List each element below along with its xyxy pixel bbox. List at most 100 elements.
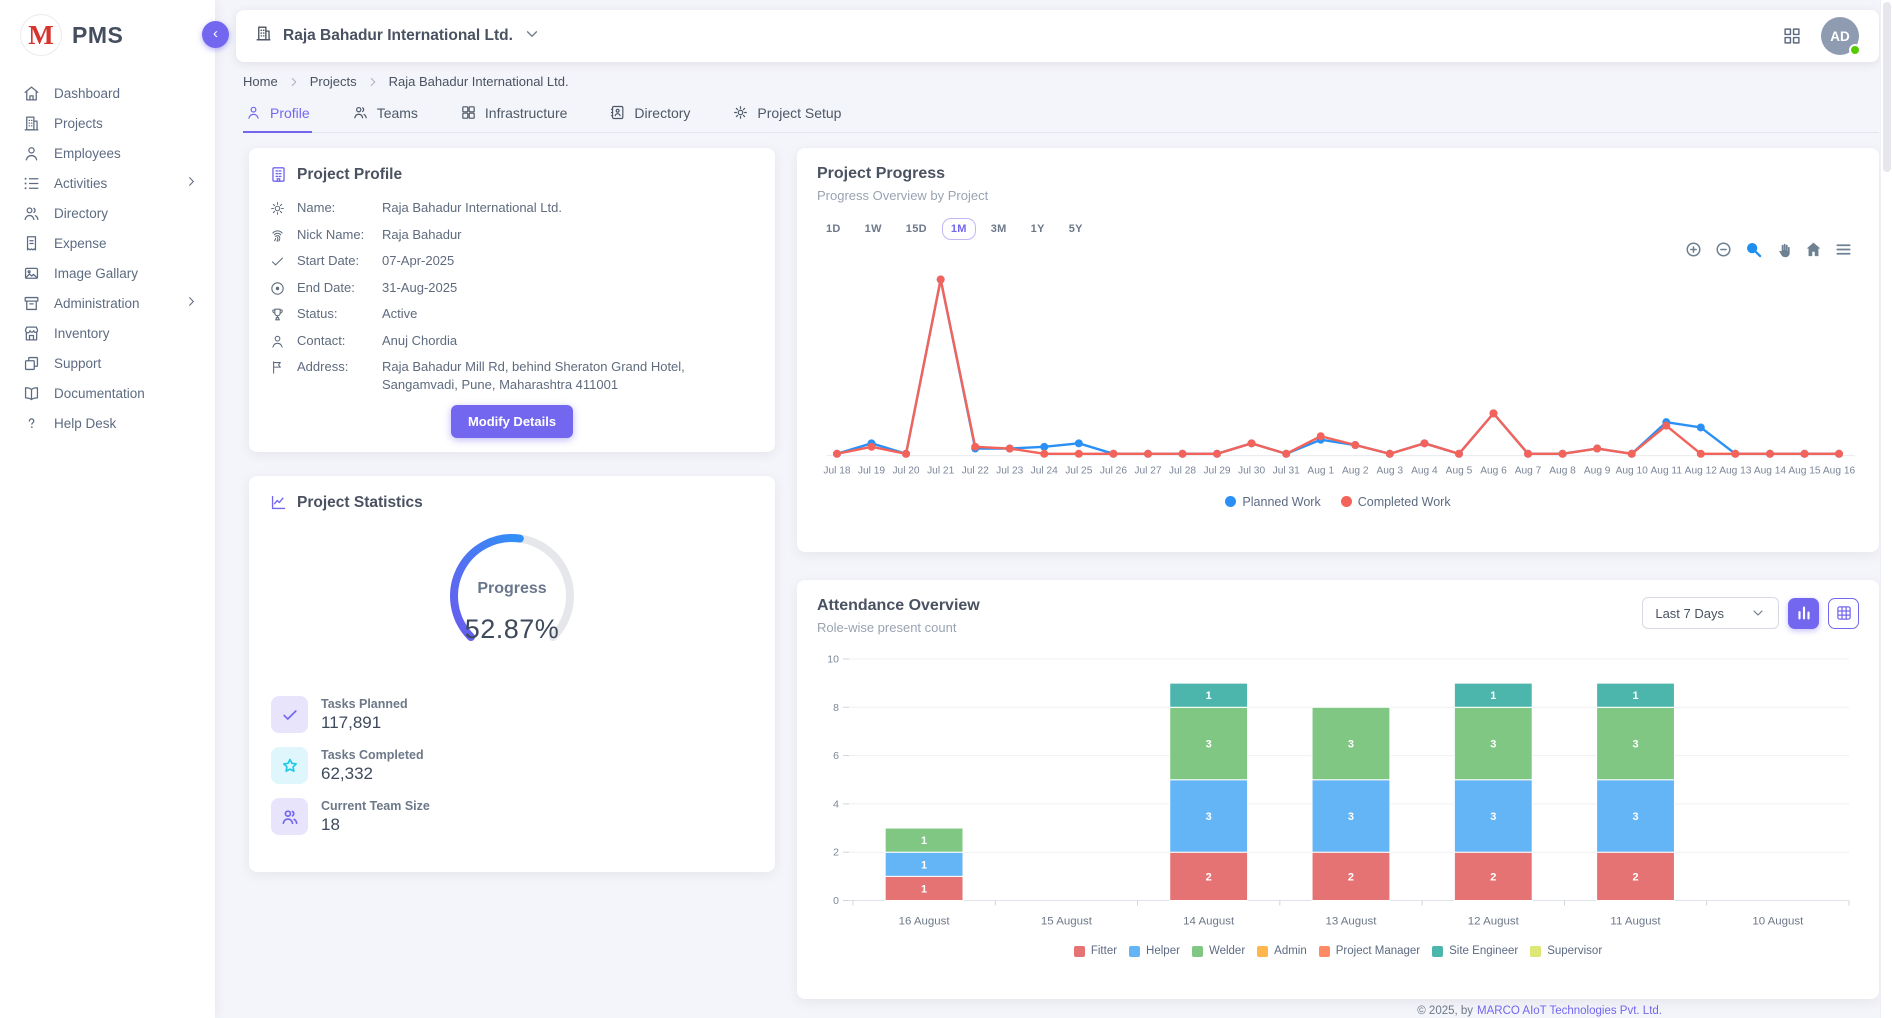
fingerprint-icon bbox=[269, 227, 286, 244]
people-icon bbox=[22, 204, 41, 223]
svg-text:1: 1 bbox=[921, 835, 927, 847]
svg-text:Aug 6: Aug 6 bbox=[1480, 466, 1507, 477]
sidebar-item-dashboard[interactable]: Dashboard bbox=[0, 78, 215, 108]
field-label: Contact: bbox=[297, 332, 371, 350]
legend-item-project-manager[interactable]: Project Manager bbox=[1319, 945, 1420, 957]
breadcrumb-projects[interactable]: Projects bbox=[310, 74, 357, 89]
book-icon bbox=[22, 384, 41, 403]
svg-text:2: 2 bbox=[1206, 871, 1212, 883]
sidebar-item-support[interactable]: Support bbox=[0, 348, 215, 378]
svg-text:2: 2 bbox=[1632, 871, 1638, 883]
svg-text:Jul 20: Jul 20 bbox=[892, 466, 919, 477]
list-icon bbox=[22, 174, 41, 193]
svg-text:Jul 23: Jul 23 bbox=[996, 466, 1023, 477]
legend-label: Helper bbox=[1146, 945, 1180, 957]
sidebar-item-projects[interactable]: Projects bbox=[0, 108, 215, 138]
tab-project-setup[interactable]: Project Setup bbox=[730, 95, 843, 133]
stat-tasks-planned: Tasks Planned117,891 bbox=[271, 696, 753, 733]
svg-text:Aug 14: Aug 14 bbox=[1754, 466, 1787, 477]
copy-icon bbox=[22, 354, 41, 373]
legend-item-planned-work[interactable]: Planned Work bbox=[1225, 495, 1320, 509]
chevron-down-icon bbox=[523, 25, 541, 48]
online-status-dot bbox=[1849, 44, 1861, 56]
sidebar-item-label: Documentation bbox=[54, 386, 145, 401]
attendance-controls: Last 7 Days bbox=[1642, 597, 1859, 629]
zoom-in-icon[interactable] bbox=[1684, 240, 1703, 259]
pan-icon[interactable] bbox=[1774, 240, 1793, 259]
selection-zoom-icon[interactable] bbox=[1744, 240, 1763, 259]
tab-teams[interactable]: Teams bbox=[350, 95, 420, 133]
svg-text:1: 1 bbox=[1632, 690, 1638, 702]
svg-text:Aug 4: Aug 4 bbox=[1411, 466, 1438, 477]
progress-line-chart[interactable]: Jul 18Jul 19Jul 20Jul 21Jul 22Jul 23Jul … bbox=[817, 250, 1859, 484]
profile-field-contact: Contact:Anuj Chordia bbox=[269, 332, 755, 350]
attendance-card-subtitle: Role-wise present count bbox=[817, 620, 980, 635]
attendance-bar-chart[interactable]: 024681016 August11115 August14 August233… bbox=[817, 643, 1859, 934]
sidebar-item-expense[interactable]: Expense bbox=[0, 228, 215, 258]
table-view-button[interactable] bbox=[1828, 598, 1859, 629]
date-range-select[interactable]: Last 7 Days bbox=[1642, 597, 1779, 629]
tab-profile[interactable]: Profile bbox=[243, 95, 312, 133]
sidebar-item-help-desk[interactable]: Help Desk bbox=[0, 408, 215, 438]
scrollbar-thumb[interactable] bbox=[1883, 2, 1891, 172]
svg-text:Jul 25: Jul 25 bbox=[1065, 466, 1092, 477]
sidebar-item-documentation[interactable]: Documentation bbox=[0, 378, 215, 408]
svg-text:Aug 11: Aug 11 bbox=[1651, 466, 1683, 477]
range-button-1w[interactable]: 1W bbox=[856, 218, 891, 240]
chevron-down-icon bbox=[1750, 605, 1766, 621]
range-button-1m[interactable]: 1M bbox=[942, 218, 976, 240]
sidebar-item-administration[interactable]: Administration bbox=[0, 288, 215, 318]
page-scrollbar[interactable] bbox=[1880, 0, 1892, 1018]
tab-label: Infrastructure bbox=[485, 105, 567, 121]
apps-grid-button[interactable] bbox=[1781, 25, 1803, 47]
svg-text:3: 3 bbox=[1348, 738, 1354, 750]
range-button-15d[interactable]: 15D bbox=[897, 218, 936, 240]
breadcrumb-home[interactable]: Home bbox=[243, 74, 278, 89]
footer-company-link[interactable]: MARCO AIoT Technologies Pvt. Ltd. bbox=[1477, 1005, 1662, 1017]
sidebar-collapse-button[interactable]: ‹ bbox=[202, 21, 229, 48]
sidebar-item-activities[interactable]: Activities bbox=[0, 168, 215, 198]
svg-text:3: 3 bbox=[1348, 811, 1354, 823]
tab-directory[interactable]: Directory bbox=[607, 95, 692, 133]
legend-item-completed-work[interactable]: Completed Work bbox=[1341, 495, 1451, 509]
range-button-1y[interactable]: 1Y bbox=[1022, 218, 1054, 240]
legend-item-supervisor[interactable]: Supervisor bbox=[1530, 945, 1602, 957]
topbar-right: AD bbox=[1781, 17, 1859, 55]
sidebar-item-employees[interactable]: Employees bbox=[0, 138, 215, 168]
zoom-out-icon[interactable] bbox=[1714, 240, 1733, 259]
sidebar-item-label: Dashboard bbox=[54, 86, 120, 101]
legend-item-welder[interactable]: Welder bbox=[1192, 945, 1245, 957]
store-icon bbox=[22, 324, 41, 343]
svg-text:Jul 21: Jul 21 bbox=[927, 466, 954, 477]
svg-text:2: 2 bbox=[833, 848, 839, 859]
tab-infrastructure[interactable]: Infrastructure bbox=[458, 95, 569, 133]
sidebar-item-label: Projects bbox=[54, 116, 103, 131]
stat-current-team-size: Current Team Size18 bbox=[271, 798, 753, 835]
sidebar-item-inventory[interactable]: Inventory bbox=[0, 318, 215, 348]
legend-item-site-engineer[interactable]: Site Engineer bbox=[1432, 945, 1518, 957]
range-button-5y[interactable]: 5Y bbox=[1060, 218, 1092, 240]
legend-item-helper[interactable]: Helper bbox=[1129, 945, 1180, 957]
apps-grid-icon bbox=[1781, 25, 1803, 47]
user-avatar[interactable]: AD bbox=[1821, 17, 1859, 55]
range-button-1d[interactable]: 1D bbox=[817, 218, 850, 240]
legend-item-admin[interactable]: Admin bbox=[1257, 945, 1307, 957]
profile-fields: Name:Raja Bahadur International Ltd.Nick… bbox=[269, 199, 755, 393]
range-button-3m[interactable]: 3M bbox=[982, 218, 1016, 240]
company-selector[interactable]: Raja Bahadur International Ltd. bbox=[254, 24, 541, 48]
building-badge-icon bbox=[269, 165, 288, 184]
menu-icon[interactable] bbox=[1834, 240, 1853, 259]
svg-text:Aug 10: Aug 10 bbox=[1616, 466, 1649, 477]
sidebar-item-directory[interactable]: Directory bbox=[0, 198, 215, 228]
legend-label: Site Engineer bbox=[1449, 945, 1518, 957]
bar-view-button[interactable] bbox=[1788, 598, 1819, 629]
legend-item-fitter[interactable]: Fitter bbox=[1074, 945, 1117, 957]
stat-value: 62,332 bbox=[321, 764, 424, 784]
sidebar-item-image-gallary[interactable]: Image Gallary bbox=[0, 258, 215, 288]
modify-details-button[interactable]: Modify Details bbox=[451, 405, 573, 438]
svg-text:Aug 7: Aug 7 bbox=[1515, 466, 1542, 477]
gear-icon bbox=[269, 200, 286, 217]
svg-text:Aug 13: Aug 13 bbox=[1719, 466, 1752, 477]
avatar-initials: AD bbox=[1830, 29, 1850, 44]
home-reset-icon[interactable] bbox=[1804, 240, 1823, 259]
